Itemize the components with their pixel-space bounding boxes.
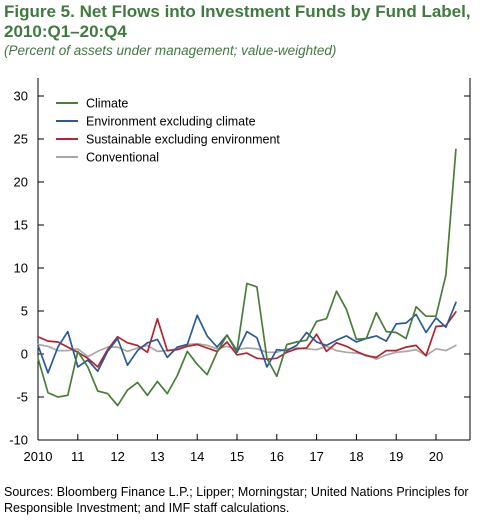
x-tick-label: 20 bbox=[429, 449, 443, 464]
y-tick-label: 25 bbox=[14, 132, 28, 147]
chart-title: Figure 5. Net Flows into Investment Fund… bbox=[4, 2, 471, 41]
y-tick-label: 0 bbox=[21, 347, 28, 362]
source-note: Sources: Bloomberg Finance L.P.; Lipper;… bbox=[4, 485, 469, 515]
y-tick-label: 10 bbox=[14, 261, 28, 276]
x-tick-label: 17 bbox=[309, 449, 323, 464]
legend-label-environment-excluding-climate: Environment excluding climate bbox=[86, 115, 256, 129]
series-line-conventional bbox=[37, 342, 457, 361]
x-tick-label: 11 bbox=[71, 449, 85, 464]
y-tick-label: 20 bbox=[14, 175, 28, 190]
x-tick-label: 16 bbox=[270, 449, 284, 464]
x-tick-label: 13 bbox=[150, 449, 164, 464]
legend: Climate Environment excluding climate Sust… bbox=[56, 97, 280, 165]
y-tick-label: -10 bbox=[9, 433, 28, 448]
y-axis-right bbox=[464, 95, 470, 441]
x-tick-label: 18 bbox=[349, 449, 363, 464]
x-tick-label: 2010 bbox=[24, 449, 53, 464]
chart-subtitle: (Percent of assets under management; val… bbox=[4, 43, 337, 58]
series-line-climate bbox=[37, 148, 457, 407]
x-tick-label: 12 bbox=[110, 449, 124, 464]
series-line-environment-excluding-climate bbox=[37, 301, 457, 374]
legend-label-conventional: Conventional bbox=[86, 151, 159, 165]
series-line-sustainable-excluding-environment bbox=[37, 311, 457, 368]
y-axis-left: -10 -5 0 5 10 15 20 25 30 bbox=[9, 89, 44, 448]
plot-frame bbox=[37, 78, 471, 441]
y-tick-label: 30 bbox=[14, 89, 28, 104]
x-axis: 2010 11 12 13 14 15 16 17 18 19 20 bbox=[24, 434, 443, 464]
x-tick-label: 19 bbox=[389, 449, 403, 464]
series-lines bbox=[37, 148, 457, 407]
x-tick-label: 15 bbox=[230, 449, 244, 464]
y-tick-label: 5 bbox=[21, 304, 28, 319]
x-tick-label: 14 bbox=[190, 449, 204, 464]
y-tick-label: -5 bbox=[16, 390, 28, 405]
y-tick-label: 15 bbox=[14, 218, 28, 233]
legend-label-climate: Climate bbox=[86, 97, 128, 111]
legend-label-sustainable-excluding-environment: Sustainable excluding environment bbox=[86, 133, 280, 147]
